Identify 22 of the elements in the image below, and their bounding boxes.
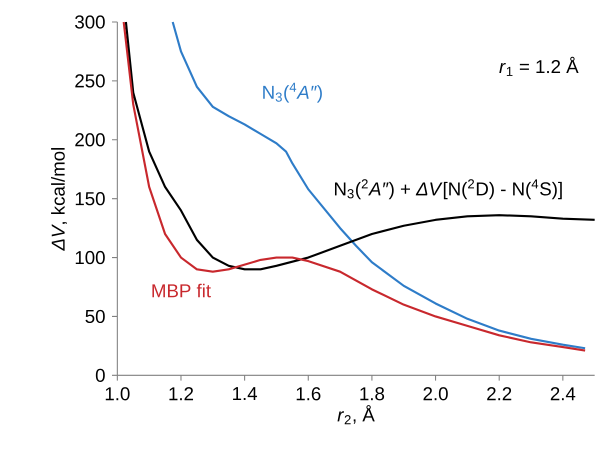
x-tick-label: 1.0	[106, 387, 130, 400]
x-tick-label: 1.6	[296, 387, 320, 400]
x-axis-title: r$_{2}$, Å	[338, 405, 375, 424]
x-tick-label: 1.2	[169, 387, 194, 400]
x-tick-label: 2.2	[487, 387, 512, 400]
y-axis-title: ΔV, kcal/mol	[51, 148, 67, 251]
series-label: N$_{3}$($^{4}$A″)	[263, 82, 322, 103]
series-label: MBP fit	[152, 284, 211, 298]
x-tick-label: 2.4	[550, 387, 576, 400]
y-tick-label: 300	[75, 15, 105, 29]
y-tick-label: 250	[75, 74, 105, 88]
x-tick-label: 1.8	[360, 387, 384, 400]
y-tick-label: 50	[86, 310, 105, 324]
y-tick-label: 200	[75, 133, 105, 146]
x-tick-label: 2.0	[424, 387, 448, 400]
y-tick-label: 150	[76, 192, 105, 206]
x-tick-label: 1.4	[233, 387, 258, 400]
line-series	[124, 20, 596, 270]
annotation: r$_{1}$ = 1.2 Å	[499, 56, 579, 76]
text: N$_{3}$($^{2}$A″) + ΔV[N($^{2}$D) - N($^{4}$S)]	[334, 179, 562, 200]
y-tick-label: 0	[96, 368, 105, 382]
y-tick-label: 100	[76, 250, 105, 264]
